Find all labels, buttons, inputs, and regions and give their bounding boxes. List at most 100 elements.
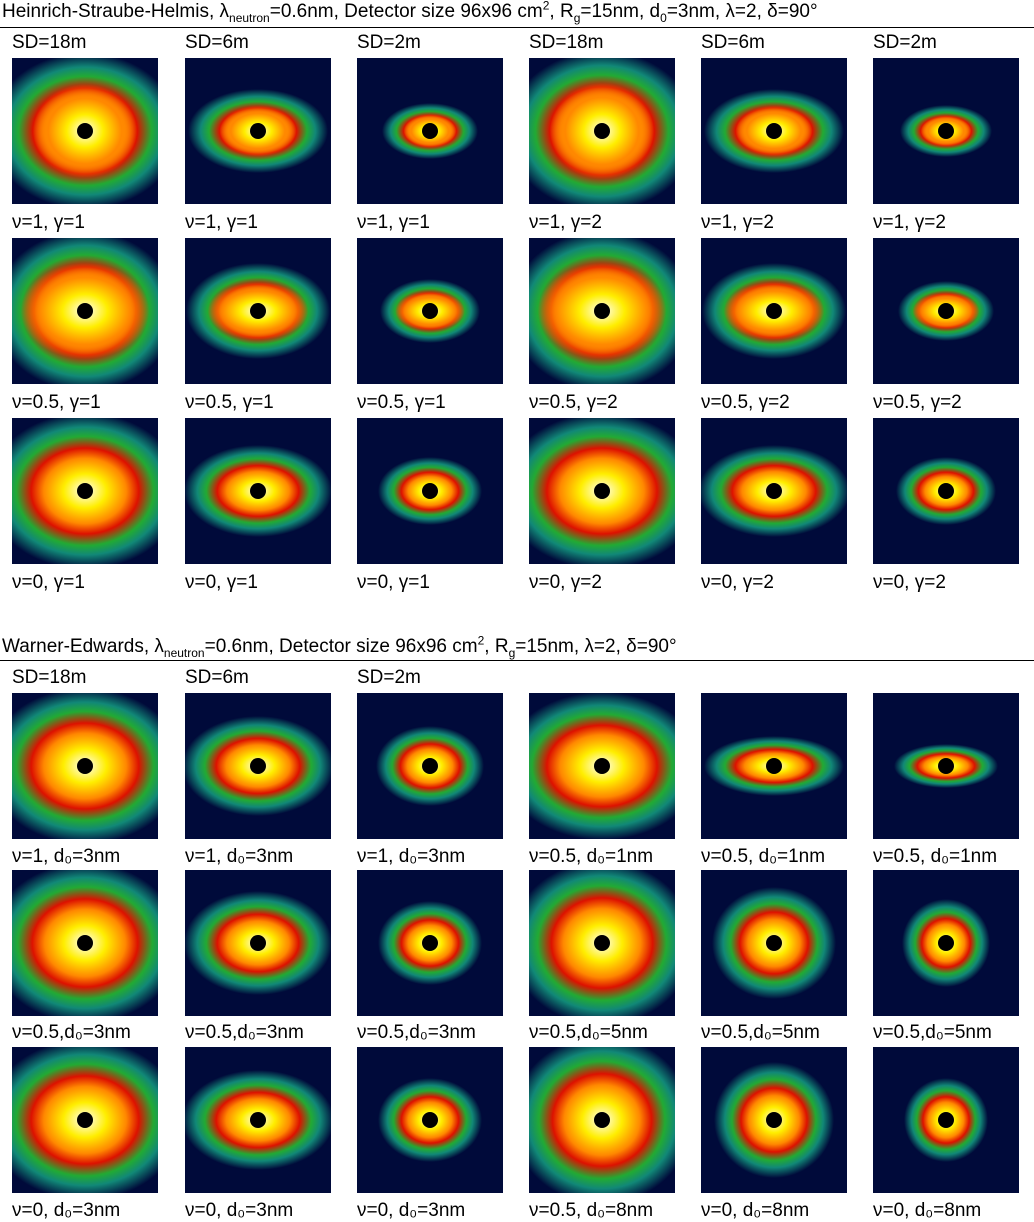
beam-stop xyxy=(938,483,954,499)
beam-stop xyxy=(250,758,266,774)
scattering-pattern xyxy=(185,238,331,384)
panel-caption: ν=1, γ=2 xyxy=(873,212,946,233)
beam-stop xyxy=(766,758,782,774)
beam-stop xyxy=(77,483,93,499)
scattering-pattern xyxy=(12,693,158,839)
panel-caption: ν=0.5,d₀=3nm xyxy=(12,1022,131,1043)
panel-caption: ν=1, γ=1 xyxy=(357,212,430,233)
section-divider xyxy=(0,27,1034,28)
beam-stop xyxy=(250,483,266,499)
scattering-pattern xyxy=(873,238,1019,384)
scattering-pattern xyxy=(529,1047,675,1193)
scattering-pattern xyxy=(701,238,847,384)
scattering-pattern xyxy=(873,693,1019,839)
panel-caption: ν=1, d₀=3nm xyxy=(12,846,121,867)
scattering-pattern xyxy=(185,418,331,564)
scattering-pattern xyxy=(357,58,503,204)
sd-label: SD=2m xyxy=(357,32,421,53)
scattering-pattern xyxy=(529,870,675,1016)
beam-stop xyxy=(422,123,438,139)
panel-caption: ν=0.5, γ=2 xyxy=(529,392,618,413)
scattering-pattern xyxy=(873,58,1019,204)
beam-stop xyxy=(594,483,610,499)
scattering-pattern xyxy=(357,693,503,839)
panel-caption: ν=0, γ=2 xyxy=(873,572,946,593)
scattering-pattern xyxy=(873,418,1019,564)
beam-stop xyxy=(594,935,610,951)
panel-caption: ν=1, γ=2 xyxy=(529,212,602,233)
panel-caption: ν=0.5,d₀=5nm xyxy=(701,1022,820,1043)
beam-stop xyxy=(77,758,93,774)
panel-caption: ν=1, γ=2 xyxy=(701,212,774,233)
beam-stop xyxy=(766,123,782,139)
scattering-pattern xyxy=(12,238,158,384)
panel-caption: ν=0.5,d₀=5nm xyxy=(873,1022,992,1043)
scattering-pattern xyxy=(12,870,158,1016)
panel-caption: ν=0.5, γ=1 xyxy=(185,392,274,413)
beam-stop xyxy=(938,1112,954,1128)
section-title-we: Warner-Edwards, λneutron=0.6nm, Detector… xyxy=(2,633,677,660)
beam-stop xyxy=(250,935,266,951)
panel-caption: ν=0.5, d₀=1nm xyxy=(529,846,654,867)
panel-caption: ν=0.5, γ=1 xyxy=(357,392,446,413)
section-title-hsh: Heinrich-Straube-Helmis, λneutron=0.6nm,… xyxy=(2,0,818,25)
scattering-pattern xyxy=(357,870,503,1016)
sd-label: SD=6m xyxy=(701,32,765,53)
beam-stop xyxy=(594,123,610,139)
panel-caption: ν=0.5, γ=2 xyxy=(873,392,962,413)
scattering-pattern xyxy=(873,1047,1019,1193)
panel-caption: ν=1, d₀=3nm xyxy=(185,846,294,867)
panel-caption: ν=0.5, γ=2 xyxy=(701,392,790,413)
panel-caption: ν=1, d₀=3nm xyxy=(357,846,466,867)
sd-label: SD=18m xyxy=(12,667,87,688)
beam-stop xyxy=(594,1112,610,1128)
beam-stop xyxy=(422,483,438,499)
beam-stop xyxy=(594,303,610,319)
panel-caption: ν=1, γ=1 xyxy=(185,212,258,233)
scattering-pattern xyxy=(12,1047,158,1193)
scattering-pattern xyxy=(185,693,331,839)
scattering-pattern xyxy=(529,58,675,204)
section-divider xyxy=(0,660,1034,661)
beam-stop xyxy=(594,758,610,774)
panel-caption: ν=0, γ=2 xyxy=(529,572,602,593)
beam-stop xyxy=(766,483,782,499)
beam-stop xyxy=(766,935,782,951)
scattering-pattern xyxy=(701,418,847,564)
beam-stop xyxy=(938,935,954,951)
scattering-pattern xyxy=(529,693,675,839)
beam-stop xyxy=(77,1112,93,1128)
beam-stop xyxy=(938,303,954,319)
panel-caption: ν=0, d₀=3nm xyxy=(357,1200,466,1221)
beam-stop xyxy=(422,758,438,774)
scattering-pattern xyxy=(357,1047,503,1193)
sd-label: SD=2m xyxy=(873,32,937,53)
scattering-pattern xyxy=(873,870,1019,1016)
beam-stop xyxy=(766,303,782,319)
panel-caption: ν=0, γ=1 xyxy=(357,572,430,593)
panel-caption: ν=0.5,d₀=3nm xyxy=(357,1022,476,1043)
beam-stop xyxy=(77,303,93,319)
sd-label: SD=6m xyxy=(185,667,249,688)
sd-label: SD=18m xyxy=(12,32,87,53)
panel-caption: ν=0, γ=1 xyxy=(12,572,85,593)
scattering-pattern xyxy=(12,58,158,204)
scattering-pattern xyxy=(701,58,847,204)
scattering-pattern xyxy=(357,418,503,564)
panel-caption: ν=0, γ=1 xyxy=(185,572,258,593)
scattering-pattern xyxy=(185,58,331,204)
panel-caption: ν=0.5,d₀=5nm xyxy=(529,1022,648,1043)
panel-caption: ν=0.5, γ=1 xyxy=(12,392,101,413)
beam-stop xyxy=(77,123,93,139)
sd-label: SD=18m xyxy=(529,32,604,53)
beam-stop xyxy=(766,1112,782,1128)
panel-caption: ν=0, d₀=3nm xyxy=(12,1200,121,1221)
beam-stop xyxy=(422,935,438,951)
beam-stop xyxy=(422,303,438,319)
beam-stop xyxy=(938,123,954,139)
beam-stop xyxy=(422,1112,438,1128)
panel-caption: ν=0.5, d₀=8nm xyxy=(529,1200,654,1221)
scattering-pattern xyxy=(701,870,847,1016)
scattering-pattern xyxy=(185,1047,331,1193)
panel-caption: ν=0, d₀=3nm xyxy=(185,1200,294,1221)
